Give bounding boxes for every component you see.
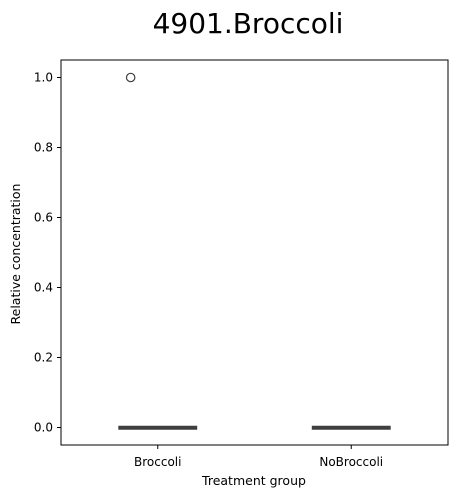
- y-tick-label: 0.8: [34, 141, 53, 155]
- y-tick-label: 0.2: [34, 351, 53, 365]
- box-series: [118, 72, 391, 430]
- y-tick-label: 0.4: [34, 281, 53, 295]
- outlier-point: [125, 72, 136, 83]
- x-axis: Broccoli NoBroccoli: [134, 445, 383, 469]
- box-nobroccoli: [311, 425, 391, 430]
- y-axis: 0.0 0.2 0.4 0.6 0.8 1.0: [34, 71, 61, 435]
- plot-area-frame: [60, 59, 449, 446]
- x-tick-label: Broccoli: [134, 455, 181, 469]
- x-axis-label: Treatment group: [201, 473, 306, 488]
- y-tick-label: 0.0: [34, 421, 53, 435]
- y-tick-label: 1.0: [34, 71, 53, 85]
- box-broccoli: [118, 72, 198, 430]
- y-axis-label: Relative concentration: [8, 184, 23, 325]
- y-tick-label: 0.6: [34, 211, 53, 225]
- x-tick-label: NoBroccoli: [319, 455, 383, 469]
- chart-title: 4901.Broccoli: [153, 7, 344, 40]
